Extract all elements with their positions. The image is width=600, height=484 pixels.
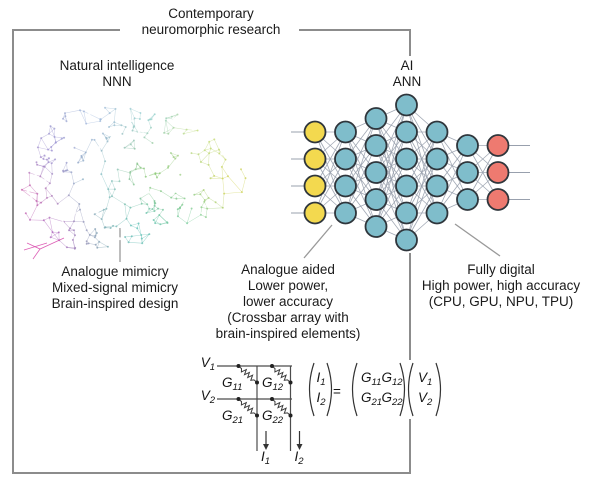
ann-node-hidden (395, 228, 418, 252)
crossbar-column-lines (256, 366, 292, 451)
eq-i2: I2 (317, 390, 327, 408)
eq-v1: V1 (418, 370, 432, 388)
pointer-ann-to-analogue-aided (303, 224, 333, 259)
figure-title-line1: Contemporary (168, 6, 254, 21)
analogue-aided-line: brain-inspired elements) (215, 326, 361, 341)
ann-node-input (303, 174, 327, 198)
ann-node-hidden (395, 174, 418, 198)
down-arrow-icon (263, 444, 269, 450)
fully-digital-line: Fully digital (467, 262, 535, 277)
natural-heading-line1: Natural intelligence (59, 58, 175, 73)
ann-node-input (303, 120, 327, 144)
ann-network-illustration (291, 93, 530, 252)
ann-node-hidden (395, 147, 418, 171)
natural-description: Analogue mimicry Mixed-signal mimicry Br… (5, 264, 225, 312)
fully-digital-description: Fully digital High power, high accuracy … (381, 262, 600, 310)
natural-description-line: Mixed-signal mimicry (51, 280, 178, 295)
ai-heading-line2: ANN (392, 74, 422, 89)
crossbar-g12-label: G12 (262, 375, 284, 393)
crossbar-row-lines (217, 365, 292, 400)
brain-network-illustration (20, 106, 247, 260)
memristor-icon (238, 398, 258, 416)
ann-node-hidden (334, 201, 357, 225)
ann-node-input (303, 147, 327, 171)
crossbar-g11-label: G11 (222, 375, 242, 393)
fully-digital-line: (CPU, GPU, NPU, TPU) (428, 294, 574, 309)
ann-node-hidden (364, 161, 388, 184)
ann-node-hidden (364, 188, 388, 211)
analogue-aided-description: Analogue aided Lower power, lower accura… (178, 262, 398, 342)
ann-node-output (486, 188, 510, 211)
ann-node-output (486, 134, 510, 157)
outer-bracket-right (299, 29, 411, 56)
ann-node-hidden (456, 188, 479, 211)
ann-node-hidden (456, 161, 479, 184)
natural-heading-line2: NNN (102, 74, 132, 89)
crossbar-circuit: V1 V2 G11 G12 G21 G22 I1 I2 (201, 355, 305, 467)
ann-node-input (303, 201, 327, 225)
analogue-aided-line: Lower power, (247, 278, 329, 293)
ann-node-hidden (425, 147, 449, 171)
brain-tail-spike (32, 248, 41, 260)
natural-intelligence-heading: Natural intelligence NNN (17, 58, 217, 90)
ann-node-hidden (364, 134, 388, 157)
ann-node-hidden (425, 120, 449, 144)
brain-tail-spike (23, 242, 48, 251)
ann-node-hidden (334, 174, 357, 198)
ann-node-hidden (395, 93, 418, 117)
crossbar-v1-label: V1 (201, 355, 215, 373)
eq-g22: G22 (382, 390, 404, 408)
current-arrow-lines (265, 431, 301, 444)
ann-node-hidden (395, 120, 418, 144)
equation-parentheses (308, 362, 442, 417)
ann-node-hidden (425, 174, 449, 198)
crossbar-resistors (236, 364, 293, 418)
ann-node-hidden (395, 201, 418, 225)
natural-description-line: Brain-inspired design (51, 296, 179, 311)
down-arrow-icon (296, 444, 303, 450)
eq-g11: G11 (361, 370, 381, 388)
figure-title-line2: neuromorphic research (141, 22, 281, 37)
crossbar-g21-label: G21 (222, 408, 243, 426)
analogue-aided-line: lower accuracy (242, 294, 334, 309)
ann-node-output (486, 161, 510, 184)
ann-node-hidden (334, 120, 357, 144)
matrix-equation: I1 I2 = G11 G12 G21 G22 V1 V2 (303, 360, 450, 419)
ann-node-hidden (456, 134, 479, 157)
ann-node-hidden (334, 147, 357, 171)
memristor-icon (238, 365, 258, 383)
crossbar-i1-label: I1 (261, 449, 270, 467)
fully-digital-line: High power, high accuracy (421, 278, 581, 293)
ai-heading-line1: AI (400, 58, 414, 73)
analogue-aided-line: (Crossbar array with (227, 310, 349, 325)
ann-node-hidden (364, 107, 388, 130)
eq-i1: I1 (317, 370, 326, 388)
ai-heading: AI ANN (347, 58, 467, 90)
analogue-aided-line: Analogue aided (241, 262, 335, 277)
eq-equals: = (333, 384, 341, 399)
eq-g21: G21 (361, 390, 382, 408)
ann-node-hidden (425, 201, 449, 225)
crossbar-g22-label: G22 (262, 408, 284, 426)
ann-node-hidden (364, 215, 388, 238)
crossbar-i2-label: I2 (295, 449, 305, 467)
crossbar-v2-label: V2 (201, 388, 216, 406)
pointer-ann-to-fully-digital (454, 223, 501, 257)
memristor-icon (271, 365, 291, 383)
memristor-icon (271, 398, 291, 416)
natural-description-line: Analogue mimicry (61, 264, 169, 279)
figure-title: Contemporary neuromorphic research (111, 6, 311, 38)
eq-v2: V2 (418, 390, 433, 408)
eq-g12: G12 (382, 370, 404, 388)
equation-backing (303, 360, 450, 419)
